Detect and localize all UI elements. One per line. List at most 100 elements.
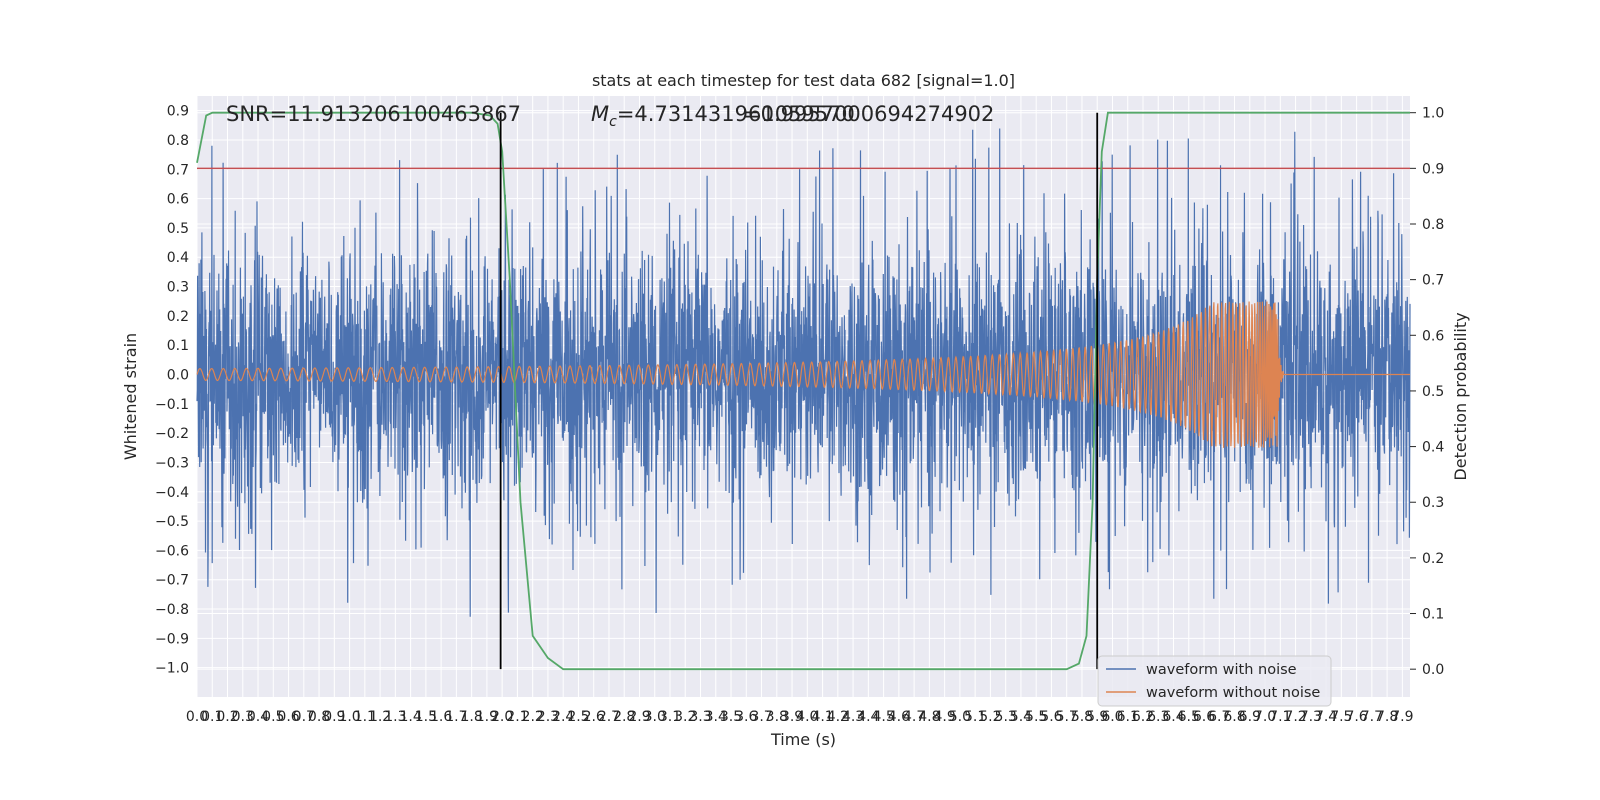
x-tick-label: 4.6	[888, 709, 910, 725]
y2-tick-label: 0.9	[1422, 161, 1444, 177]
x-tick-label: 0.5	[262, 709, 284, 725]
legend-label-clean: waveform without noise	[1146, 685, 1320, 701]
chirp-mass-symbol: M	[591, 102, 609, 126]
y-tick-label: 0.3	[167, 280, 189, 296]
x-tick-label: 5.7	[1056, 709, 1078, 725]
x-tick-label: 6.8	[1223, 709, 1245, 725]
overlap-annotation: =0.9957000694274902	[743, 102, 994, 126]
x-tick-label: 7.2	[1284, 709, 1306, 725]
y-tick-label: 0.0	[167, 368, 189, 384]
legend: waveform with noise waveform without noi…	[1097, 655, 1332, 707]
x-tick-label: 0.1	[201, 709, 223, 725]
x-tick-label: 3.4	[705, 709, 727, 725]
x-tick-label: 0.2	[216, 709, 238, 725]
x-tick-label: 0.3	[232, 709, 254, 725]
vertical-markers	[499, 112, 1099, 670]
x-tick-label: 6.9	[1239, 709, 1261, 725]
y-axis-ticks: 0.9 0.8 0.7 0.6 0.5 0.4 0.3 0.2 0.1 0.0 −0.1 −0.2 −0…	[155, 104, 189, 677]
series-waveform-with-noise	[196, 128, 1411, 617]
x-tick-label: 6.5	[1178, 709, 1200, 725]
x-axis-ticks: 0.00.10.20.30.40.50.60.70.80.91.01.11.21…	[186, 709, 1414, 725]
y2-tick-label: 0.8	[1422, 217, 1444, 233]
x-tick-label: 3.9	[781, 709, 803, 725]
y-tick-label: 0.6	[167, 192, 189, 208]
x-tick-label: 7.9	[1391, 709, 1413, 725]
y-tick-label: 0.8	[167, 133, 189, 149]
y-tick-label: 0.5	[167, 221, 189, 237]
x-tick-label: 7.7	[1361, 709, 1383, 725]
y2-tick-label: 0.5	[1422, 384, 1444, 400]
x-tick-label: 3.6	[735, 709, 757, 725]
y-tick-label: 0.7	[167, 162, 189, 178]
x-tick-label: 5.5	[1025, 709, 1047, 725]
x-tick-label: 7.3	[1300, 709, 1322, 725]
y-tick-label: −0.7	[155, 573, 189, 589]
x-axis-label: Time (s)	[770, 730, 836, 749]
y-tick-label: −0.1	[155, 397, 189, 413]
x-tick-label: 2.9	[628, 709, 650, 725]
y-tick-label: 0.1	[167, 338, 189, 354]
x-tick-label: 4.5	[872, 709, 894, 725]
x-tick-label: 1.1	[354, 709, 376, 725]
x-tick-label: 5.0	[949, 709, 971, 725]
x-tick-label: 7.6	[1345, 709, 1367, 725]
y2-tick-label: 0.2	[1422, 551, 1444, 567]
x-tick-label: 3.5	[720, 709, 742, 725]
x-tick-label: 3.7	[750, 709, 772, 725]
x-tick-label: 6.0	[1101, 709, 1123, 725]
x-tick-label: 4.3	[842, 709, 864, 725]
series-waveform-without-noise	[196, 301, 1410, 448]
x-tick-label: 1.4	[399, 709, 421, 725]
x-tick-label: 5.9	[1086, 709, 1108, 725]
x-tick-label: 0.0	[186, 709, 208, 725]
y-tick-label: −0.5	[155, 514, 189, 530]
x-tick-label: 1.3	[384, 709, 406, 725]
x-tick-label: 7.5	[1330, 709, 1352, 725]
x-tick-label: 5.3	[995, 709, 1017, 725]
x-tick-label: 0.9	[323, 709, 345, 725]
chirp-mass-annotation: Mc=4.731431961059570	[591, 102, 855, 130]
x-tick-label: 1.7	[445, 709, 467, 725]
x-tick-label: 0.6	[277, 709, 299, 725]
x-tick-label: 7.1	[1269, 709, 1291, 725]
x-tick-label: 5.8	[1071, 709, 1093, 725]
y2-axis-label: Detection probability	[1451, 312, 1470, 480]
y2-tick-label: 1.0	[1422, 106, 1444, 122]
x-tick-label: 3.8	[766, 709, 788, 725]
x-tick-label: 2.7	[598, 709, 620, 725]
x-tick-label: 7.8	[1376, 709, 1398, 725]
x-tick-label: 3.3	[689, 709, 711, 725]
y2-tick-label: 0.3	[1422, 495, 1444, 511]
x-tick-label: 2.6	[583, 709, 605, 725]
x-tick-label: 6.1	[1117, 709, 1139, 725]
x-tick-label: 1.5	[415, 709, 437, 725]
y-tick-label: −0.6	[155, 543, 189, 559]
y-tick-label: 0.9	[167, 104, 189, 120]
y2-tick-label: 0.4	[1422, 440, 1444, 456]
x-tick-label: 6.6	[1193, 709, 1215, 725]
x-tick-label: 0.8	[308, 709, 330, 725]
x-tick-label: 4.7	[903, 709, 925, 725]
x-tick-label: 2.0	[491, 709, 513, 725]
y-tick-label: 0.2	[167, 309, 189, 325]
y-tick-label: −0.3	[155, 455, 189, 471]
x-tick-label: 3.1	[659, 709, 681, 725]
x-tick-label: 4.4	[857, 709, 879, 725]
x-tick-label: 3.0	[644, 709, 666, 725]
series-detection-probability	[196, 111, 1410, 671]
chart-title: stats at each timestep for test data 682…	[592, 71, 1015, 90]
y-tick-label: −0.8	[155, 602, 189, 618]
x-tick-label: 2.5	[567, 709, 589, 725]
x-tick-label: 7.4	[1315, 709, 1337, 725]
x-tick-label: 6.7	[1208, 709, 1230, 725]
snr-annotation: SNR=11.913206100463867	[226, 102, 521, 126]
x-tick-label: 1.6	[430, 709, 452, 725]
x-tick-label: 1.0	[338, 709, 360, 725]
x-tick-label: 5.1	[964, 709, 986, 725]
x-tick-label: 5.2	[979, 709, 1001, 725]
x-tick-label: 6.2	[1132, 709, 1154, 725]
x-tick-label: 4.2	[827, 709, 849, 725]
x-tick-label: 5.4	[1010, 709, 1032, 725]
y-tick-label: −0.9	[155, 631, 189, 647]
x-tick-label: 4.1	[811, 709, 833, 725]
